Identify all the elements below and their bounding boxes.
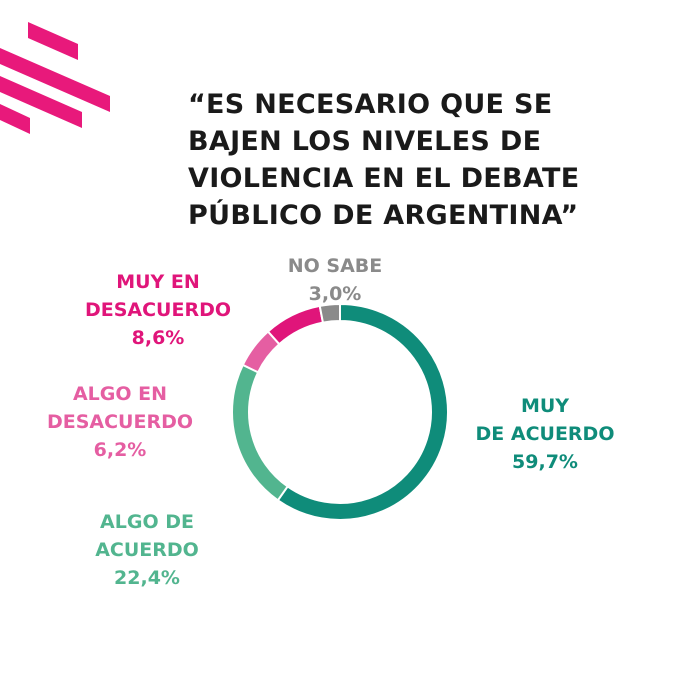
brand-stripes-icon: [0, 22, 110, 134]
title-line-4: PÚBLICO DE ARGENTINA”: [188, 200, 579, 231]
logo-stripe-bottom: [0, 76, 82, 128]
slice-value-label: 59,7%: [512, 451, 578, 473]
slice-value-label: 3,0%: [308, 283, 362, 305]
slice-value-label: 22,4%: [114, 567, 180, 589]
slice-value-label: 8,6%: [131, 327, 185, 349]
title-line-2: BAJEN LOS NIVELES DE: [188, 126, 542, 157]
chart-title: “ES NECESARIO QUE SE BAJEN LOS NIVELES D…: [188, 86, 658, 234]
slice-label-line: DE ACUERDO: [475, 423, 615, 445]
slice-algo-de-acuerdo: [231, 363, 290, 502]
slice-label-muy-en-desacuerdo: MUY EN DESACUERDO 8,6%: [68, 268, 248, 352]
slice-label-no-sabe: NO SABE 3,0%: [265, 252, 405, 308]
logo-stripe-top: [28, 22, 78, 60]
title-line-1: “ES NECESARIO QUE SE: [188, 89, 553, 120]
slice-label-line: ACUERDO: [95, 539, 199, 561]
slice-label-line: MUY EN: [116, 271, 200, 293]
logo-stripe-middle: [0, 48, 110, 112]
slice-label-algo-de-acuerdo: ALGO DE ACUERDO 22,4%: [72, 508, 222, 592]
slice-label-line: NO SABE: [287, 255, 383, 277]
slice-label-line: ALGO DE: [100, 511, 194, 533]
slice-muy-en-desacuerdo: [266, 304, 325, 346]
slice-label-muy-de-acuerdo: MUY DE ACUERDO 59,7%: [470, 392, 620, 476]
slice-value-label: 6,2%: [93, 439, 147, 461]
slice-no-sabe: [318, 302, 341, 324]
slice-label-algo-en-desacuerdo: ALGO EN DESACUERDO 6,2%: [30, 380, 210, 464]
slice-label-line: ALGO EN: [72, 383, 168, 405]
title-line-3: VIOLENCIA EN EL DEBATE: [188, 163, 580, 194]
slice-muy-de-acuerdo: [276, 302, 449, 521]
slice-label-line: DESACUERDO: [84, 299, 232, 321]
logo-stripe-tail: [0, 104, 30, 134]
slice-label-line: MUY: [520, 395, 570, 417]
slice-label-line: DESACUERDO: [46, 411, 194, 433]
